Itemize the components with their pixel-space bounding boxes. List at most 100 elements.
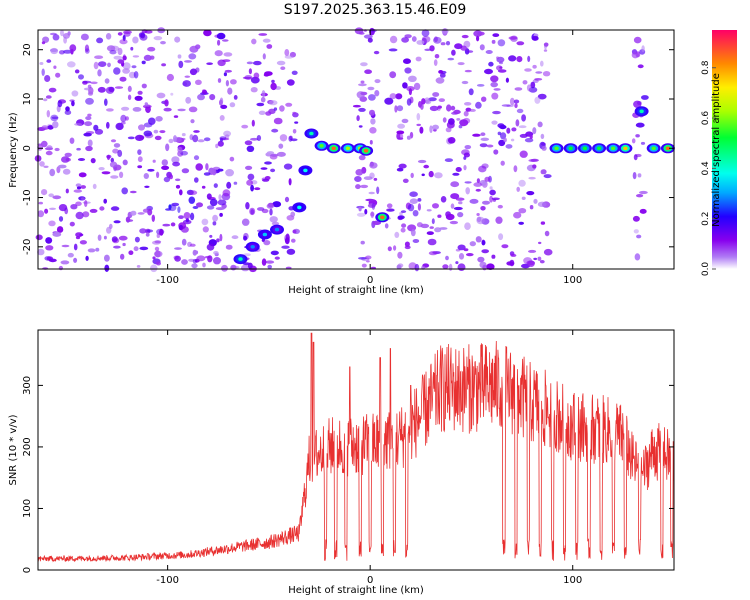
spectrogram-noise-cell <box>139 34 148 41</box>
spectrogram-noise-cell <box>248 68 252 75</box>
spectrogram-noise-cell <box>490 75 499 83</box>
spectrogram-noise-cell <box>182 80 191 87</box>
spectrogram-noise-cell <box>53 65 57 69</box>
spectrogram-noise-cell <box>85 97 94 105</box>
spectrogram-noise-cell <box>444 158 453 163</box>
spectrogram-signal-peak <box>331 146 336 151</box>
spectrogram-noise-cell <box>421 35 431 43</box>
spectrogram-noise-cell <box>50 114 59 122</box>
spectrogram-noise-cell <box>450 193 460 200</box>
spectrogram-noise-cell <box>272 201 282 208</box>
spectrogram-noise-cell <box>440 196 447 203</box>
spectrogram-noise-cell <box>450 181 460 188</box>
spectrogram-noise-cell <box>537 256 542 261</box>
spectrogram-noise-cell <box>49 168 56 177</box>
spectrogram-noise-cell <box>472 133 481 137</box>
spectrogram-noise-cell <box>55 72 61 78</box>
spectrogram-noise-cell <box>543 49 548 52</box>
spectrogram-noise-cell <box>372 220 382 225</box>
snr-x-tick-label: -100 <box>156 575 179 586</box>
spectrogram-noise-cell <box>265 260 275 264</box>
spectrogram-noise-cell <box>368 94 376 101</box>
spectrogram-noise-cell <box>540 221 546 225</box>
spectrogram-noise-cell <box>455 197 465 201</box>
spectrogram-noise-cell <box>429 105 439 112</box>
spectrogram-noise-cell <box>173 135 177 143</box>
spectrogram-noise-cell <box>268 100 278 106</box>
spectrogram-noise-cell <box>447 137 456 144</box>
spectrogram-noise-cell <box>159 228 164 236</box>
spectrogram-noise-cell <box>505 144 513 149</box>
spectrogram-noise-cell <box>543 42 549 47</box>
spectrogram-noise-cell <box>219 115 225 121</box>
spectrogram-noise-cell <box>87 113 92 117</box>
spectrogram-noise-cell <box>122 159 128 166</box>
spectrogram-noise-cell <box>428 170 434 178</box>
spectrogram-frame <box>37 29 675 270</box>
spectrogram-noise-cell <box>96 37 104 44</box>
spectrogram-noise-cell <box>532 64 537 69</box>
spectrogram-noise-cell <box>133 246 139 252</box>
spectrogram-noise-cell <box>106 121 110 129</box>
spectrogram-signal-peak <box>297 205 302 210</box>
spectrogram-noise-cell <box>192 134 199 143</box>
spectrogram-noise-cell <box>291 238 296 243</box>
spectrogram-noise-cell <box>543 174 552 179</box>
spectrogram-noise-cell <box>481 240 486 246</box>
spectrogram-noise-cell <box>397 215 405 220</box>
spectrogram-noise-cell <box>188 106 198 113</box>
spectrogram-noise-cell <box>146 229 154 233</box>
spectrogram-noise-cell <box>399 211 403 216</box>
spectrogram-noise-cell <box>406 98 412 106</box>
spectrogram-noise-cell <box>450 203 455 209</box>
spectrogram-noise-cell <box>45 95 52 99</box>
spectrogram-noise-cell <box>130 46 134 51</box>
spectrogram-noise-cell <box>201 89 207 93</box>
spectrogram-noise-cell <box>637 64 644 69</box>
spectrogram-noise-cell <box>250 137 259 141</box>
spectrogram-noise-cell <box>631 51 639 59</box>
spectrogram-noise-cell <box>35 234 43 241</box>
spectrogram-noise-cell <box>118 235 128 241</box>
spectrogram-noise-cell <box>139 246 149 251</box>
spectrogram-noise-cell <box>535 71 543 74</box>
spectrogram-noise-cell <box>209 234 213 238</box>
spectrogram-noise-cell <box>218 194 222 201</box>
spectrogram-noise-cell <box>521 196 526 200</box>
spectrogram-noise-cell <box>181 259 188 265</box>
spectrogram-noise-cell <box>154 246 160 251</box>
spectrogram-noise-cell <box>84 121 93 127</box>
spectrogram-noise-cell <box>48 87 57 93</box>
spectrogram-noise-cell <box>188 196 196 204</box>
spectrogram-noise-cell <box>493 88 501 91</box>
spectrogram-noise-cell <box>402 82 408 89</box>
spectrogram-noise-cell <box>216 32 226 40</box>
spectrogram-noise-cell <box>540 133 545 139</box>
spectrogram-noise-cell <box>469 198 479 204</box>
spectrogram-noise-cell <box>452 172 460 176</box>
spectrogram-noise-cell <box>195 79 202 86</box>
spectrogram-noise-cell <box>516 56 523 63</box>
spectrogram-noise-cell <box>137 165 143 169</box>
spectrogram-noise-cell <box>245 202 250 210</box>
spectrogram-noise-cell <box>514 87 523 91</box>
spectrogram-noise-cell <box>80 197 85 201</box>
spectrogram-noise-cell <box>457 263 466 272</box>
spectrogram-noise-cell <box>518 208 527 214</box>
spectrogram-noise-cell <box>256 135 262 141</box>
spectrogram-noise-cell <box>109 50 117 55</box>
spectrogram-noise-cell <box>181 238 187 246</box>
spectrogram-noise-cell <box>531 35 539 41</box>
spectrogram-noise-cell <box>367 86 375 91</box>
spectrogram-noise-cell <box>150 264 158 273</box>
spectrogram-noise-cell <box>44 75 51 82</box>
spectrogram-noise-cell <box>418 101 422 108</box>
spectrogram-noise-cell <box>155 116 163 122</box>
spectrogram-noise-cell <box>45 150 53 156</box>
spectrogram-noise-cell <box>244 75 253 80</box>
spectrogram-noise-cell <box>458 201 463 205</box>
spectrogram-noise-cell <box>83 87 93 91</box>
spectrogram-noise-cell <box>178 215 184 220</box>
spectrogram-noise-cell <box>482 264 487 271</box>
